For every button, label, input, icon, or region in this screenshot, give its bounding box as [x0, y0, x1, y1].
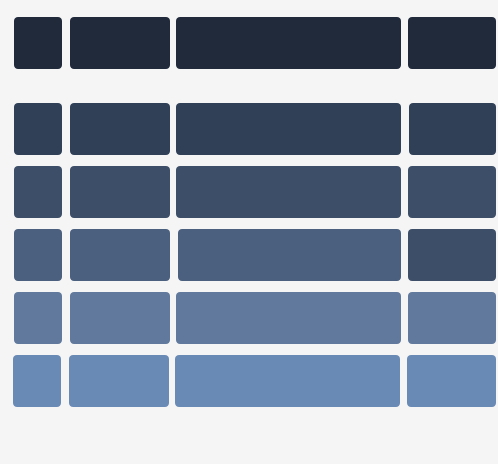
block-r2-c2 [70, 103, 170, 155]
block-r2-c4 [409, 103, 496, 155]
block-r3-c4 [408, 166, 496, 218]
block-r5-c3 [176, 292, 401, 344]
block-r5-c2 [70, 292, 170, 344]
block-r1-c3 [176, 17, 401, 69]
block-r6-c2 [69, 355, 169, 407]
block-r5-c4 [408, 292, 496, 344]
block-r4-c3 [178, 229, 401, 281]
block-r1-c2 [70, 17, 170, 69]
block-r4-c4 [408, 229, 496, 281]
block-r1-c1 [14, 17, 62, 69]
block-r3-c3 [176, 166, 401, 218]
block-r2-c3 [176, 103, 401, 155]
block-r3-c1 [14, 166, 62, 218]
block-r4-c1 [14, 229, 62, 281]
block-r4-c2 [70, 229, 170, 281]
block-r3-c2 [70, 166, 170, 218]
block-r6-c1 [13, 355, 61, 407]
block-r6-c3 [175, 355, 400, 407]
block-r1-c4 [408, 17, 496, 69]
block-r6-c4 [407, 355, 496, 407]
block-r5-c1 [14, 292, 62, 344]
block-r2-c1 [14, 103, 62, 155]
